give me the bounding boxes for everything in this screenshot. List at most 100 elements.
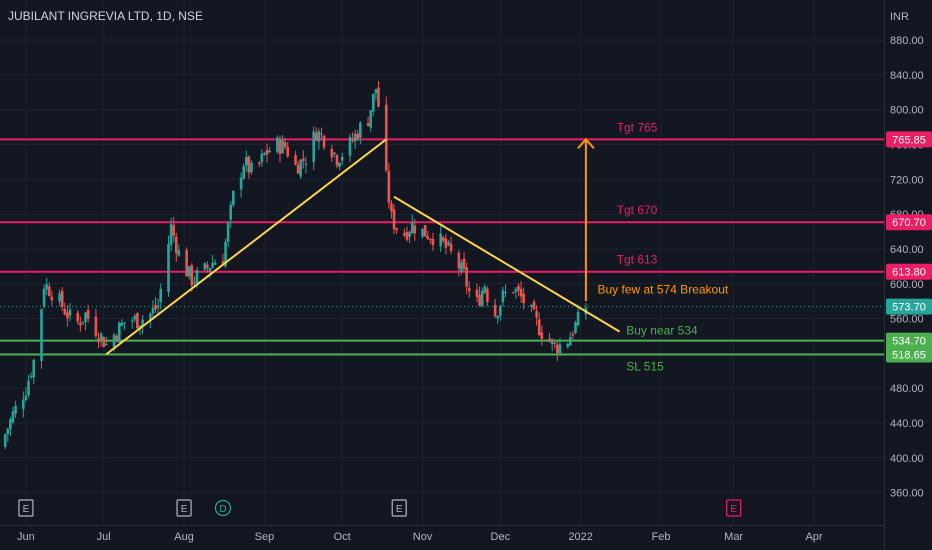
level-annotation: SL 515 — [626, 360, 664, 374]
level-annotation: Tgt 670 — [617, 203, 658, 217]
candle-body — [574, 322, 577, 333]
candle-body — [535, 310, 538, 318]
y-tick-label: 480.00 — [890, 383, 924, 395]
candle-body — [257, 162, 261, 164]
candle-body — [141, 319, 144, 327]
candle-body — [250, 162, 253, 172]
candle-body — [553, 342, 557, 344]
candle-body — [221, 261, 225, 265]
candle-body — [499, 305, 502, 316]
level-price-label: 534.70 — [892, 336, 926, 348]
candle-body — [351, 138, 354, 141]
event-label: E — [396, 504, 403, 515]
candle-body — [320, 133, 323, 135]
candle-body — [423, 225, 427, 237]
candle-body — [151, 308, 155, 314]
candle-body — [281, 139, 284, 154]
candle-body — [136, 313, 139, 329]
candle-body — [475, 289, 479, 297]
earnings-marker — [391, 499, 407, 517]
symbol-title[interactable]: JUBILANT INGREVIA LTD, 1D, NSE — [8, 9, 203, 23]
candle-body — [22, 399, 25, 409]
candle-body — [239, 177, 243, 190]
candle-body — [193, 281, 196, 283]
candle-body — [322, 135, 326, 148]
price-axis-labels: 765.85 670.70 613.80 534.70 518.65 573.70 — [886, 131, 932, 363]
y-tick-label: 800.00 — [890, 105, 924, 117]
candle-body — [514, 288, 518, 292]
candle-body — [429, 239, 432, 241]
candle-body — [431, 239, 435, 245]
candle-body — [496, 315, 500, 319]
candle-body — [169, 224, 173, 245]
candle-body — [185, 250, 188, 277]
candle-body — [296, 164, 300, 174]
y-tick-label: 400.00 — [890, 453, 924, 465]
candle-body — [558, 344, 562, 354]
candle-body — [242, 166, 245, 179]
event-label: E — [181, 504, 188, 515]
x-tick-label: Feb — [652, 531, 671, 543]
y-tick-label: 640.00 — [890, 244, 924, 256]
candle-body — [348, 137, 352, 156]
candle-body — [403, 233, 406, 236]
x-tick-label: 2022 — [568, 531, 592, 543]
x-tick-label: Dec — [491, 531, 511, 543]
candle-body — [47, 286, 51, 296]
candle-body — [276, 137, 279, 152]
candle-body — [97, 338, 100, 343]
candle-body — [486, 288, 489, 303]
earnings-marker — [726, 499, 742, 517]
trendlines — [105, 138, 621, 356]
candle-body — [569, 337, 572, 346]
candle-body — [154, 304, 157, 310]
candle-body — [356, 133, 360, 139]
candle-body — [467, 288, 471, 292]
candle-body — [550, 339, 554, 345]
candle-body — [81, 321, 85, 323]
candle-body — [45, 284, 48, 290]
candle-body — [112, 334, 116, 348]
candle-body — [338, 162, 341, 167]
level-annotation: Tgt 613 — [617, 253, 658, 267]
level-price-badge — [886, 332, 932, 349]
horizontal-levels — [0, 138, 884, 356]
candle-body — [480, 290, 484, 306]
candle-body — [517, 286, 520, 291]
candle-body — [374, 89, 378, 94]
trendline — [105, 138, 387, 356]
candle-body — [333, 152, 336, 155]
x-tick-label: Jun — [17, 531, 35, 543]
candle-body — [63, 308, 67, 315]
x-tick-label: Apr — [805, 531, 822, 543]
candle-body — [493, 304, 497, 317]
candle-body — [187, 266, 191, 277]
annotations: Tgt 765 Tgt 670 Tgt 613 Buy near 534 SL 515 B… — [577, 120, 729, 374]
candle-body — [449, 243, 453, 252]
level-annotation: Buy near 534 — [626, 324, 698, 338]
candle-body — [260, 153, 264, 163]
candle-body — [159, 288, 163, 303]
y-tick-label: 720.00 — [890, 174, 924, 186]
candle-body — [460, 262, 463, 272]
candle-body — [195, 270, 199, 284]
candle-body — [312, 131, 315, 163]
candle-body — [387, 171, 391, 203]
candle-body — [522, 293, 525, 304]
event-label: E — [730, 504, 737, 515]
time-axis[interactable]: Jun Jul Aug Sep Oct Nov Dec 2022 Feb Mar Apr — [0, 525, 884, 544]
candle-body — [6, 428, 10, 435]
candle-body — [462, 258, 466, 269]
level-price-label: 765.85 — [892, 134, 926, 146]
candle-body — [340, 156, 344, 161]
candle-body — [278, 138, 282, 154]
candle-body — [68, 309, 72, 316]
candle-body — [576, 311, 580, 326]
earnings-marker — [176, 499, 192, 517]
candle-body — [84, 312, 87, 322]
candle-body — [366, 123, 370, 127]
candle-body — [441, 237, 445, 241]
level-price-badge — [886, 346, 932, 363]
candle-body — [540, 332, 544, 339]
